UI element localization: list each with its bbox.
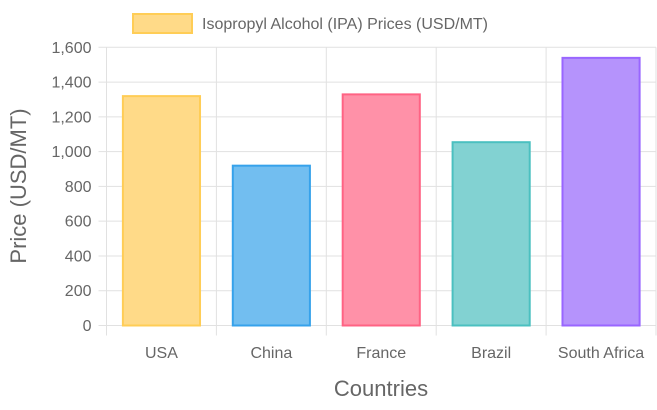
x-tick-label: USA bbox=[145, 345, 178, 362]
y-tick-label: 400 bbox=[65, 248, 92, 265]
y-tick-label: 800 bbox=[65, 179, 92, 196]
y-tick-label: 1,200 bbox=[51, 109, 91, 126]
bar-france[interactable] bbox=[341, 93, 421, 327]
legend-label: Isopropyl Alcohol (IPA) Prices (USD/MT) bbox=[202, 16, 488, 33]
y-tick-label: 1,000 bbox=[51, 144, 91, 161]
bar-china[interactable] bbox=[231, 164, 311, 327]
x-tick-label: China bbox=[250, 345, 292, 362]
x-tick-label: France bbox=[356, 345, 406, 362]
bars bbox=[121, 56, 641, 327]
bar-brazil[interactable] bbox=[451, 141, 531, 327]
legend-swatch bbox=[132, 13, 193, 34]
x-axis-title: Countries bbox=[334, 376, 428, 401]
y-axis-ticks: 0 200 400 600 800 1,000 1,200 1,400 1,600 bbox=[51, 40, 91, 335]
x-tick-label: South Africa bbox=[558, 345, 644, 362]
y-tick-label: 1,600 bbox=[51, 40, 91, 57]
bar-south-africa[interactable] bbox=[561, 56, 641, 327]
x-axis-ticks: USA China France Brazil South Africa bbox=[145, 345, 644, 362]
y-tick-label: 0 bbox=[83, 318, 92, 335]
bar-usa[interactable] bbox=[121, 95, 202, 327]
y-axis-title: Price (USD/MT) bbox=[6, 108, 31, 263]
y-tick-label: 1,400 bbox=[51, 75, 91, 92]
y-tick-label: 600 bbox=[65, 214, 92, 231]
legend[interactable]: Isopropyl Alcohol (IPA) Prices (USD/MT) bbox=[132, 13, 488, 34]
y-tick-label: 200 bbox=[65, 283, 92, 300]
x-tick-label: Brazil bbox=[471, 345, 511, 362]
